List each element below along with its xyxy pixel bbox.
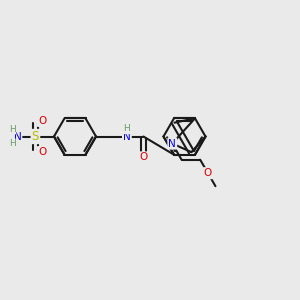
Text: O: O bbox=[38, 147, 46, 157]
Text: N: N bbox=[123, 131, 131, 142]
Text: H: H bbox=[124, 124, 130, 133]
Text: H: H bbox=[9, 140, 15, 148]
Text: O: O bbox=[139, 152, 148, 163]
Text: H: H bbox=[9, 124, 15, 134]
Text: N: N bbox=[14, 131, 21, 142]
Text: O: O bbox=[204, 168, 212, 178]
Text: N: N bbox=[168, 139, 176, 148]
Text: S: S bbox=[32, 130, 39, 143]
Text: O: O bbox=[38, 116, 46, 126]
